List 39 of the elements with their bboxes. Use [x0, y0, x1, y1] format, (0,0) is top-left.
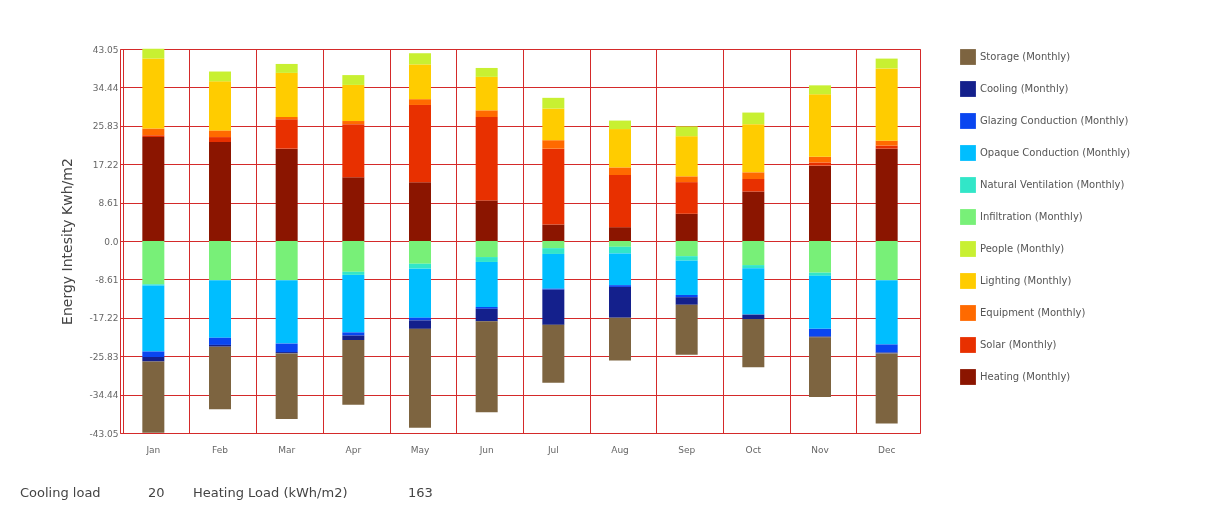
- y-tick-label: 17.22: [92, 159, 119, 170]
- legend-label: Glazing Conduction (Monthly): [980, 115, 1129, 126]
- legend-label: Opaque Conduction (Monthly): [980, 147, 1131, 158]
- text: 163: [408, 485, 433, 500]
- legend-label: Natural Ventilation (Monthly): [980, 179, 1125, 190]
- x-tick-label: Jun: [478, 444, 494, 455]
- x-tick-label: Mar: [278, 444, 296, 455]
- x-tick-label: Oct: [745, 444, 762, 455]
- x-tick-label: Jan: [145, 444, 161, 455]
- text: 20: [148, 485, 165, 500]
- text: Cooling load: [20, 485, 101, 500]
- legend-label: Heating (Monthly): [980, 371, 1071, 382]
- legend-label: Infiltration (Monthly): [980, 211, 1083, 222]
- y-tick-label: -43.05: [89, 428, 119, 439]
- y-tick-label: 25.83: [92, 121, 119, 132]
- y-axis-title: Energy Intesity Kwh/m2: [59, 158, 76, 325]
- x-tick-label: Feb: [212, 444, 229, 455]
- y-tick-label: -34.44: [89, 390, 119, 401]
- text: Heating Load (kWh/m2): [193, 485, 348, 500]
- legend-label: Equipment (Monthly): [980, 307, 1086, 318]
- x-tick-label: Apr: [345, 444, 362, 455]
- legend-label: Lighting (Monthly): [980, 275, 1072, 286]
- legend-label: Solar (Monthly): [980, 339, 1057, 350]
- legend-label: People (Monthly): [980, 243, 1065, 254]
- y-tick-label: 8.61: [98, 198, 119, 209]
- y-tick-label: 0.0: [104, 236, 119, 247]
- y-tick-label: -25.83: [89, 351, 119, 362]
- x-tick-label: Jul: [546, 444, 559, 455]
- x-tick-label: May: [410, 444, 430, 455]
- legend-label: Storage (Monthly): [980, 51, 1071, 62]
- y-tick-label: 34.44: [92, 82, 119, 93]
- legend-label: Cooling (Monthly): [980, 83, 1069, 94]
- x-tick-label: Sep: [678, 444, 696, 455]
- y-tick-label: -8.61: [95, 274, 119, 285]
- x-tick-label: Nov: [811, 444, 830, 455]
- x-tick-label: Aug: [611, 444, 629, 455]
- x-tick-label: Dec: [877, 444, 896, 455]
- y-tick-label: -17.22: [89, 313, 119, 324]
- y-tick-label: 43.05: [92, 44, 119, 55]
